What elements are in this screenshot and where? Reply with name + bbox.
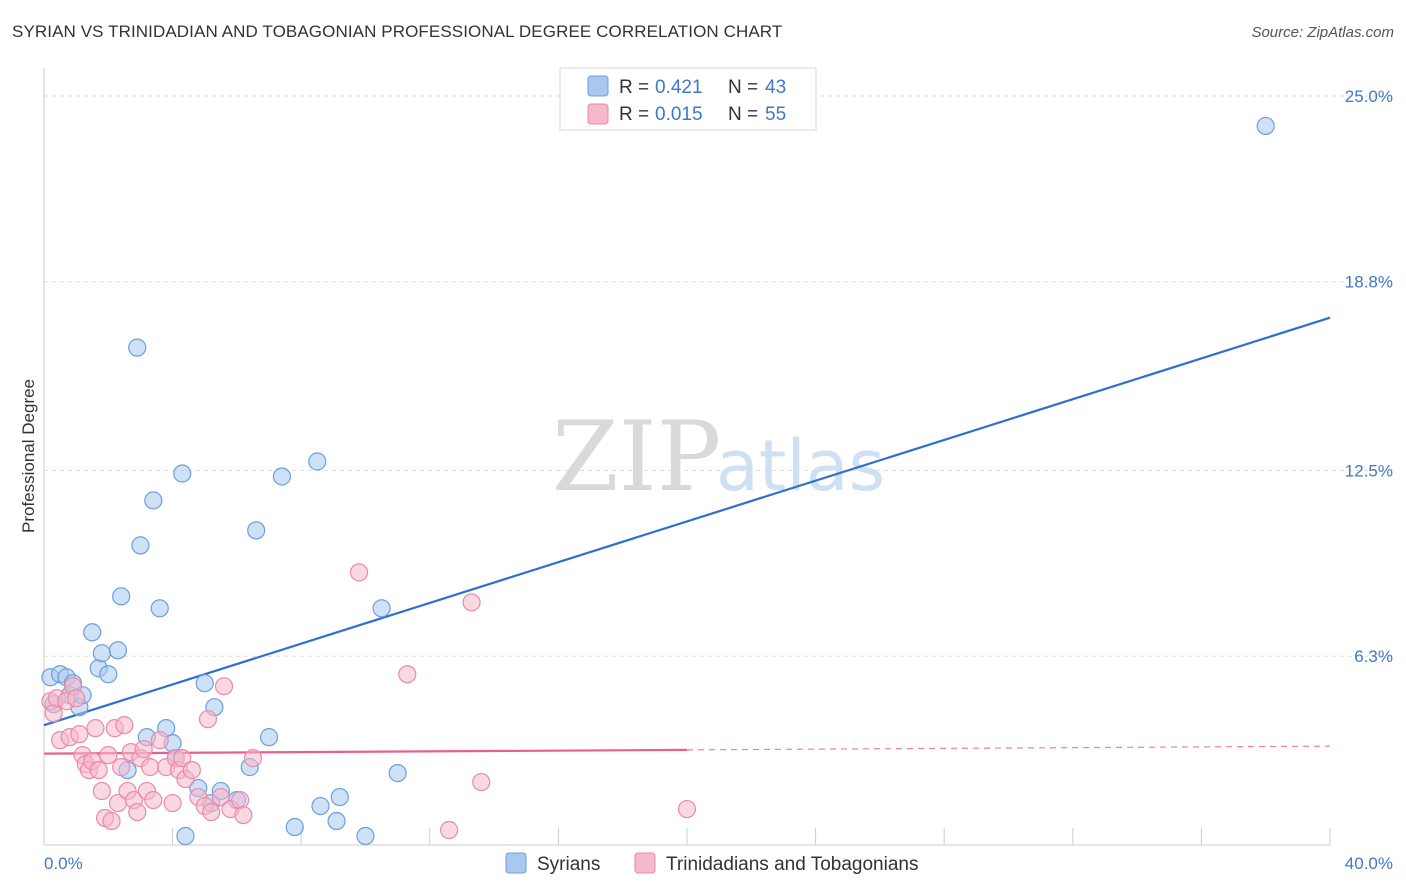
syrian-point (388, 763, 407, 783)
grid-lines (44, 95, 1392, 657)
syrian-point (92, 644, 111, 663)
trinidadian-point (150, 731, 169, 750)
axes (43, 68, 1331, 846)
trinidadian-point (198, 710, 218, 729)
series-label-syrians: Syrians (537, 854, 600, 875)
series-label-trinidadians: Trinidadians and Tobagonians (666, 854, 918, 875)
correlation-legend: R = 0.421 N = 43 R = 0.015 N = 55 (559, 67, 817, 131)
trinidadian-point (234, 805, 253, 825)
trinidadian-point (202, 802, 221, 822)
trinidadian-point (86, 719, 105, 738)
trinidadian-point (115, 716, 134, 735)
x-tick-label-min: 0.0% (44, 854, 83, 873)
syrian-point (108, 641, 128, 660)
trinidadian-point (144, 790, 163, 810)
y-tick-label: 18.8% (1345, 273, 1393, 292)
trinidadian-point (44, 704, 63, 723)
trinidadian-point (134, 740, 153, 759)
trend-lines (43, 316, 1331, 755)
syrian-point (311, 796, 330, 816)
syrian-point (83, 623, 102, 642)
legend-r-label: R = (619, 77, 649, 98)
trinidadian-point (102, 811, 121, 831)
trinidadian-point (677, 799, 697, 819)
series-swatch-syrians (505, 852, 527, 874)
legend-swatch-syrians (587, 75, 609, 97)
trinidadian-point (231, 790, 250, 810)
y-tick-label: 6.3% (1354, 647, 1393, 666)
syrian-point (259, 728, 279, 747)
syrian-point (99, 665, 118, 684)
watermark: ZIP atlas (552, 401, 885, 513)
watermark-atlas-text: atlas (716, 425, 885, 507)
trinidadian-point (89, 760, 108, 780)
syrian-point (308, 452, 327, 471)
syrian-trend-line (43, 316, 1331, 727)
x-tick-label-max: 40.0% (1345, 854, 1393, 873)
syrian-point (112, 587, 131, 606)
legend-n-label: N = (728, 77, 758, 98)
syrian-point (150, 599, 169, 618)
syrian-point (330, 787, 349, 807)
syrian-point (144, 491, 163, 510)
watermark-zip-text: ZIP (552, 401, 721, 513)
trinidadian-point (182, 760, 201, 780)
chart-title: SYRIAN VS TRINIDADIAN AND TOBAGONIAN PRO… (12, 22, 783, 41)
legend-r-value: 0.015 (655, 104, 703, 125)
trinidadian-point (214, 677, 234, 696)
syrian-point (327, 811, 346, 831)
syrian-point (372, 599, 391, 618)
trinidadian-point (439, 820, 459, 840)
trinidadian-point (243, 749, 263, 768)
syrian-point (176, 826, 195, 846)
legend-r-label: R = (619, 104, 649, 125)
syrian-point (195, 674, 214, 693)
y-tick-label: 12.5% (1345, 461, 1393, 480)
syrian-point (131, 536, 150, 555)
trinidadian-point (128, 802, 147, 822)
trinidadian-point (398, 665, 417, 684)
syrian-point (173, 464, 192, 483)
trinidadian-point (92, 781, 111, 801)
trinidadian-point (67, 689, 86, 708)
trinidadian-point (163, 793, 182, 813)
series-swatch-trinidadians (634, 852, 656, 874)
syrian-point (356, 826, 375, 846)
trinidadian-point (70, 725, 89, 744)
trinidadian-point (112, 758, 131, 777)
syrian-point (1256, 116, 1275, 136)
syrian-point (272, 467, 292, 486)
scatter-points (41, 116, 1275, 846)
legend-n-value: 43 (765, 77, 786, 98)
x-tick-labels: 0.0% 40.0% (44, 854, 1393, 873)
y-axis-label: Professional Degree (19, 379, 38, 533)
y-tick-labels: 6.3% 12.5% 18.8% 25.0% (1345, 87, 1393, 666)
trinidadian-point (472, 772, 491, 792)
source-label: Source: ZipAtlas.com (1251, 24, 1394, 41)
trinidadian-trend-line-extension (686, 745, 1331, 751)
trinidadian-point (99, 746, 118, 765)
trinidadian-point (173, 749, 192, 768)
trinidadian-point (349, 563, 369, 582)
legend-r-value: 0.421 (655, 77, 703, 98)
syrian-point (128, 338, 147, 357)
trinidadian-point (211, 787, 230, 807)
syrian-point (247, 521, 266, 540)
series-legend: Syrians Trinidadians and Tobagonians (505, 852, 918, 875)
y-tick-label: 25.0% (1345, 87, 1393, 106)
syrian-point (285, 817, 304, 837)
legend-n-label: N = (728, 104, 758, 125)
legend-n-value: 55 (765, 104, 786, 125)
trinidadian-point (140, 758, 160, 777)
legend-swatch-trinidadians (587, 103, 609, 125)
trinidadian-point (462, 593, 481, 612)
